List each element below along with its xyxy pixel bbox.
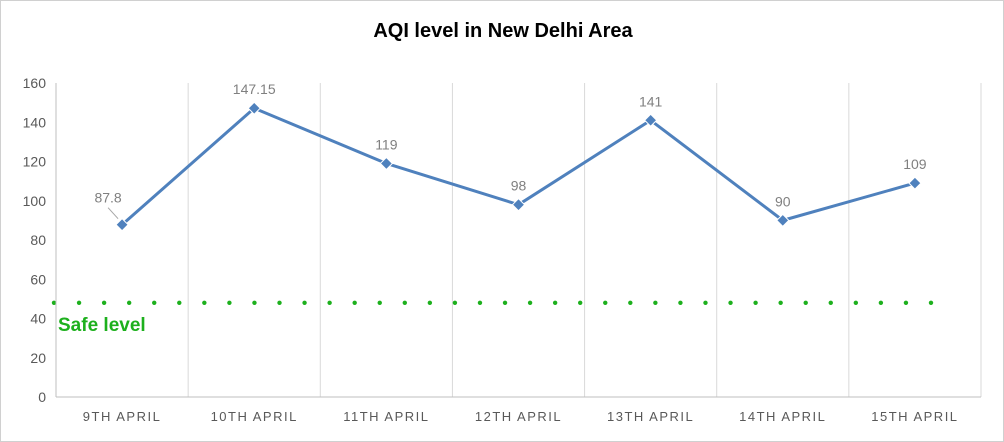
x-tick-label: 14TH APRIL — [739, 409, 826, 424]
data-label: 147.15 — [233, 81, 276, 97]
chart-title: AQI level in New Delhi Area — [373, 20, 633, 42]
reference-dot — [578, 300, 583, 305]
x-tick-label: 10TH APRIL — [211, 409, 298, 424]
x-tick-label: 12TH APRIL — [475, 409, 562, 424]
reference-dot — [928, 300, 934, 305]
reference-dot — [101, 300, 107, 305]
data-point-marker — [247, 101, 261, 115]
reference-dot — [126, 300, 132, 305]
reference-dot — [828, 300, 833, 305]
reference-dot — [277, 300, 282, 305]
y-tick-label: 80 — [30, 232, 46, 248]
y-tick-label: 120 — [23, 154, 47, 170]
reference-dot — [402, 300, 407, 305]
reference-dot — [603, 300, 608, 305]
data-point-marker — [908, 176, 922, 190]
reference-dot — [327, 300, 332, 305]
reference-dot — [227, 300, 232, 305]
reference-dot — [878, 300, 884, 305]
data-point-marker — [643, 113, 658, 127]
data-label: 90 — [775, 193, 791, 209]
reference-dot — [51, 300, 57, 305]
data-label: 119 — [375, 136, 398, 152]
y-tick-label: 160 — [23, 75, 47, 91]
data-label: 141 — [639, 93, 663, 109]
reference-dot — [377, 300, 382, 305]
reference-dot — [653, 300, 658, 305]
data-point-marker — [115, 217, 129, 232]
reference-dot — [427, 300, 433, 305]
reference-dot — [703, 300, 708, 305]
reference-dot — [803, 300, 808, 305]
reference-line-label: Safe level — [58, 315, 146, 336]
reference-dot — [678, 300, 683, 305]
reference-dot — [728, 300, 733, 305]
x-tick-label: 9TH APRIL — [83, 409, 162, 424]
y-tick-label: 140 — [23, 114, 47, 130]
reference-dot — [502, 300, 508, 305]
x-tick-label: 13TH APRIL — [607, 409, 694, 424]
y-tick-label: 0 — [38, 389, 46, 405]
reference-dot — [252, 300, 257, 305]
reference-dot — [477, 300, 483, 305]
reference-dot — [628, 300, 633, 305]
reference-dot — [452, 300, 458, 305]
series-layer — [115, 101, 922, 232]
x-tick-label: 15TH APRIL — [871, 409, 958, 424]
reference-dot — [177, 300, 182, 305]
data-point-marker — [511, 197, 526, 212]
data-point-marker — [379, 156, 394, 171]
reference-line: Safe level — [51, 300, 934, 336]
reference-dot — [302, 300, 307, 305]
reference-dot — [152, 300, 157, 305]
data-label: 109 — [903, 156, 927, 172]
reference-dot — [903, 300, 909, 305]
reference-dot — [527, 300, 533, 305]
reference-dot — [552, 300, 558, 305]
y-tick-label: 40 — [30, 311, 46, 327]
reference-dot — [202, 300, 207, 305]
reference-dot — [352, 300, 357, 305]
axes: 0 20 40 60 80 100 120 140 160 9TH APRIL 10TH APRIL… — [23, 75, 981, 424]
data-point-marker — [776, 213, 790, 228]
reference-dot — [76, 300, 82, 305]
data-labels: 87.8 147.15 119 98 141 90 109 — [94, 81, 927, 220]
data-label-leader — [107, 207, 119, 220]
data-label: 87.8 — [94, 190, 121, 206]
reference-dot — [753, 300, 758, 305]
y-tick-label: 100 — [23, 193, 47, 209]
reference-dot — [853, 300, 859, 305]
data-label: 98 — [511, 178, 527, 194]
y-tick-label: 60 — [30, 271, 46, 287]
x-tick-label: 11TH APRIL — [343, 409, 429, 424]
reference-dot — [778, 300, 783, 305]
y-tick-label: 20 — [30, 350, 46, 366]
